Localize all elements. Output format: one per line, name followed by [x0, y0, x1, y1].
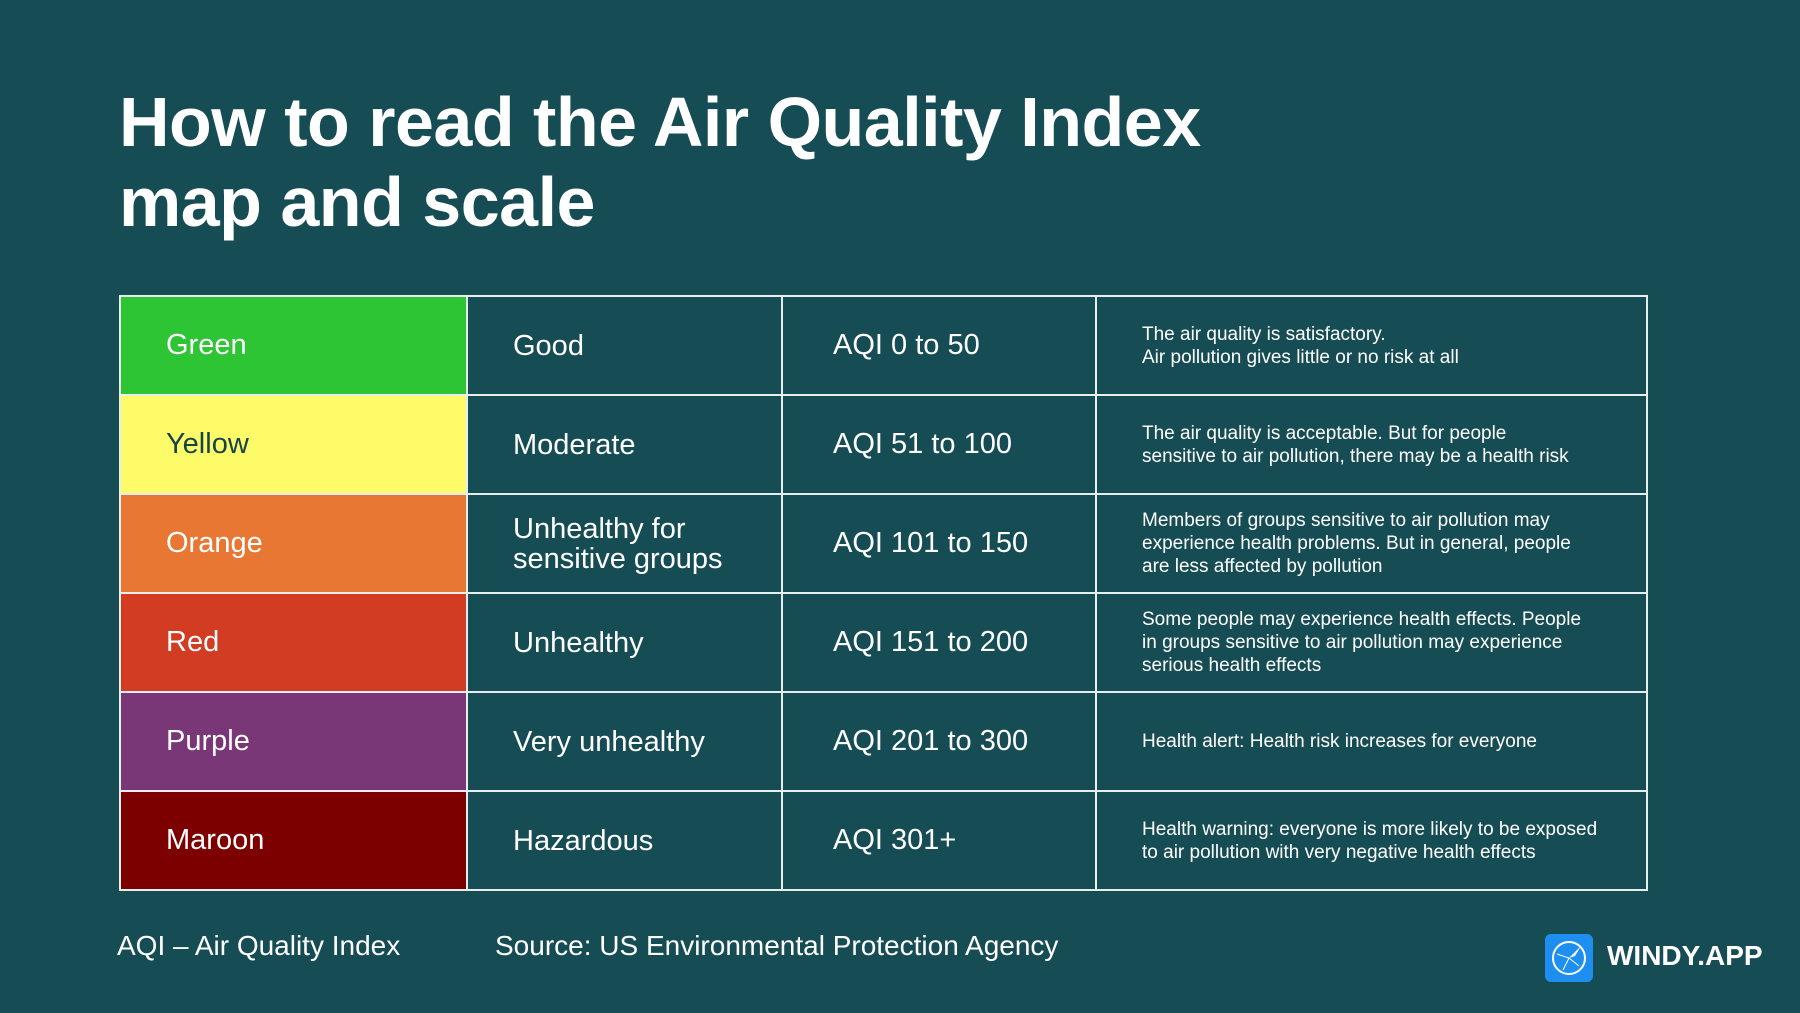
table-row: Purple Very unhealthy AQI 201 to 300 Hea… [119, 691, 1648, 792]
table-row: Red Unhealthy AQI 151 to 200 Some people… [119, 592, 1648, 693]
level-label: Moderate [513, 428, 636, 461]
color-cell: Yellow [119, 394, 468, 495]
color-cell: Red [119, 592, 468, 693]
description-cell: Health alert: Health risk increases for … [1095, 691, 1648, 792]
level-label: Good [513, 329, 584, 362]
table-row: Yellow Moderate AQI 51 to 100 The air qu… [119, 394, 1648, 495]
title-line-2: map and scale [119, 163, 595, 241]
description-cell: The air quality is satisfactory. Air poll… [1095, 295, 1648, 396]
level-cell: Unhealthy for sensitive groups [466, 493, 783, 594]
title-line-1: How to read the Air Quality Index [119, 83, 1201, 161]
table-row: Orange Unhealthy for sensitive groups AQ… [119, 493, 1648, 594]
range-cell: AQI 101 to 150 [781, 493, 1097, 594]
source-note: Source: US Environmental Protection Agen… [495, 930, 1059, 961]
page-title: How to read the Air Quality Index map and… [119, 82, 1201, 242]
description-line: Some people may experience health effect… [1142, 609, 1582, 630]
level-cell: Good [466, 295, 783, 396]
description-line: are less affected by pollution [1142, 556, 1383, 577]
level-label: Hazardous [513, 824, 654, 857]
color-cell: Orange [119, 493, 468, 594]
description-line: Health warning: everyone is more likely … [1142, 818, 1598, 840]
color-cell: Green [119, 295, 468, 396]
description-line: Health alert: Health risk increases for … [1142, 731, 1537, 752]
description-cell: The air quality is acceptable. But for p… [1095, 394, 1648, 495]
color-cell: Maroon [119, 790, 468, 891]
description-line: The air quality is acceptable. But for p… [1142, 422, 1507, 444]
table-row: Maroon Hazardous AQI 301+ Health warning… [119, 790, 1648, 891]
level-label: Unhealthy [513, 626, 644, 659]
windy-logo-icon [1545, 934, 1593, 982]
description-cell: Health warning: everyone is more likely … [1095, 790, 1648, 891]
color-cell: Purple [119, 691, 468, 792]
description-line: experience health problems. But in gener… [1142, 533, 1571, 554]
range-cell: AQI 301+ [781, 790, 1097, 891]
description-line: serious health effects [1142, 655, 1322, 676]
brand-name: WINDY.APP [1607, 940, 1763, 971]
level-cell: Very unhealthy [466, 691, 783, 792]
description-line: to air pollution with very negative heal… [1142, 841, 1536, 863]
level-cell: Moderate [466, 394, 783, 495]
description-line: sensitive to air pollution, there may be… [1142, 445, 1569, 467]
level-label: Unhealthy for sensitive groups [513, 512, 723, 575]
range-cell: AQI 151 to 200 [781, 592, 1097, 693]
range-cell: AQI 0 to 50 [781, 295, 1097, 396]
range-cell: AQI 201 to 300 [781, 691, 1097, 792]
aqi-abbreviation: AQI – Air Quality Index [117, 930, 401, 961]
description-line: Air pollution gives little or no risk at… [1142, 346, 1459, 368]
level-cell: Unhealthy [466, 592, 783, 693]
level-label: Very unhealthy [513, 725, 705, 758]
aqi-table: Green Good AQI 0 to 50 The air quality i… [119, 295, 1648, 891]
level-cell: Hazardous [466, 790, 783, 891]
description-cell: Some people may experience health effect… [1095, 592, 1648, 693]
description-line: The air quality is satisfactory. [1142, 323, 1386, 345]
description-line: in groups sensitive to air pollution may… [1142, 632, 1563, 653]
range-cell: AQI 51 to 100 [781, 394, 1097, 495]
description-cell: Members of groups sensitive to air pollu… [1095, 493, 1648, 594]
description-line: Members of groups sensitive to air pollu… [1142, 510, 1550, 531]
table-row: Green Good AQI 0 to 50 The air quality i… [119, 295, 1648, 396]
